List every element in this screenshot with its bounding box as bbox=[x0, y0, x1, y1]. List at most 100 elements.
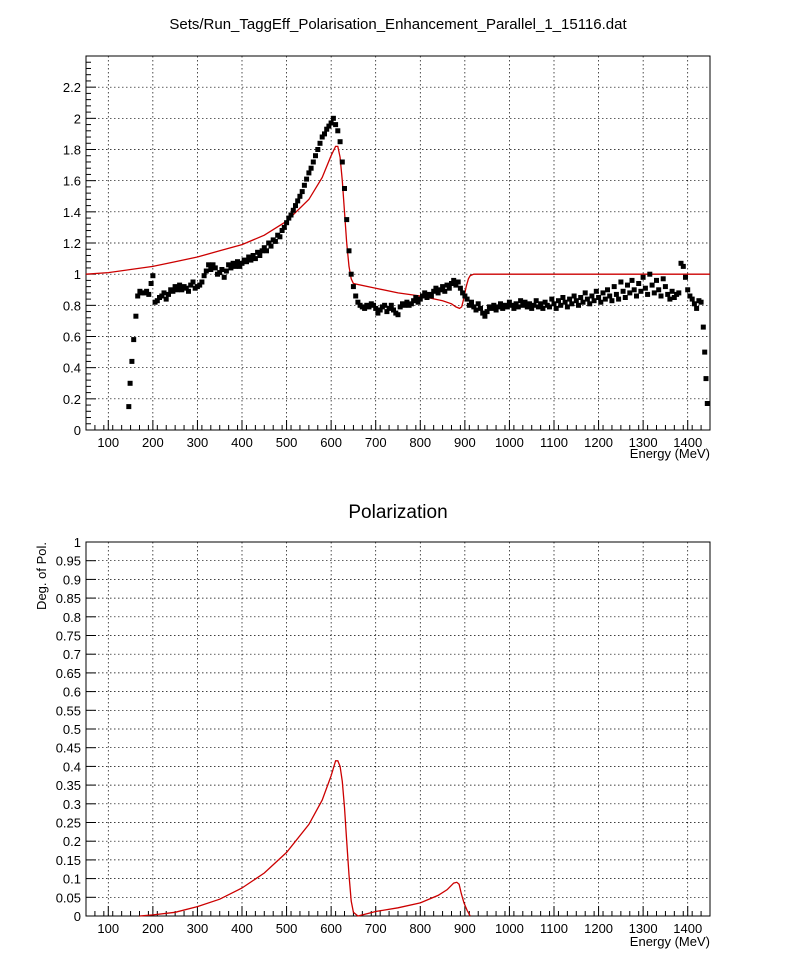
enhancement-data-point bbox=[244, 259, 249, 265]
enhancement-data-point bbox=[319, 134, 325, 140]
enhancement-data-point bbox=[133, 313, 139, 319]
enhancement-data-point bbox=[687, 293, 693, 299]
enhancement-data-point bbox=[471, 304, 477, 310]
polarization-y-tick-label: 0.55 bbox=[56, 703, 81, 718]
enhancement-data-point bbox=[500, 305, 506, 311]
enhancement-data-point bbox=[469, 299, 474, 305]
enhancement-data-point bbox=[567, 296, 573, 302]
enhancement-x-tick-label: 200 bbox=[142, 435, 164, 450]
enhancement-data-point bbox=[172, 284, 178, 290]
enhancement-data-point bbox=[344, 217, 350, 223]
enhancement-data-point bbox=[250, 253, 256, 258]
polarization-y-tick-label: 0.25 bbox=[56, 816, 81, 831]
enhancement-data-point bbox=[337, 139, 343, 145]
enhancement-data-point bbox=[333, 122, 339, 128]
enhancement-data-point bbox=[542, 299, 548, 305]
enhancement-y-tick-label: 1.2 bbox=[63, 236, 81, 251]
enhancement-data-point bbox=[647, 271, 653, 277]
polarization-y-tick-label: 0.5 bbox=[63, 722, 81, 737]
enhancement-data-point bbox=[640, 274, 646, 280]
enhancement-data-point bbox=[428, 293, 434, 299]
enhancement-data-point bbox=[522, 299, 528, 305]
enhancement-data-point bbox=[618, 279, 624, 285]
enhancement-data-point bbox=[642, 285, 648, 291]
enhancement-data-point bbox=[186, 288, 191, 294]
enhancement-x-tick-label: 100 bbox=[97, 435, 119, 450]
enhancement-data-point bbox=[584, 296, 590, 302]
polarization-y-tick-label: 0.85 bbox=[56, 591, 81, 606]
enhancement-data-point bbox=[161, 290, 167, 296]
enhancement-data-point bbox=[556, 298, 561, 304]
enhancement-data-point bbox=[290, 207, 296, 213]
enhancement-data-point bbox=[284, 220, 290, 226]
enhancement-data-point bbox=[527, 301, 532, 307]
enhancement-data-point bbox=[217, 270, 223, 276]
enhancement-data-point bbox=[578, 295, 584, 300]
enhancement-y-tick-label: 0.4 bbox=[63, 361, 81, 376]
enhancement-data-point bbox=[415, 299, 421, 305]
enhancement-data-point bbox=[371, 302, 376, 308]
enhancement-chart: Sets/Run_TaggEff_Polarisation_Enhancemen… bbox=[63, 16, 711, 461]
enhancement-data-point bbox=[676, 290, 682, 296]
enhancement-data-point bbox=[350, 284, 356, 290]
enhancement-x-tick-label: 1000 bbox=[495, 435, 524, 450]
enhancement-data-point bbox=[127, 380, 133, 386]
polarization-y-tick-label: 0.4 bbox=[63, 759, 81, 774]
enhancement-data-point bbox=[651, 290, 657, 296]
enhancement-data-point bbox=[440, 284, 446, 290]
enhancement-data-point bbox=[549, 296, 555, 302]
enhancement-data-point bbox=[417, 296, 423, 302]
enhancement-data-point bbox=[388, 302, 394, 308]
enhancement-data-point bbox=[662, 284, 668, 290]
enhancement-data-point bbox=[129, 358, 135, 364]
enhancement-data-point bbox=[261, 245, 267, 251]
polarization-y-tick-label: 0.7 bbox=[63, 647, 81, 662]
enhancement-data-point bbox=[694, 305, 700, 311]
enhancement-data-point bbox=[475, 301, 481, 307]
enhancement-data-point bbox=[520, 302, 526, 308]
polarization-x-tick-label: 1100 bbox=[540, 921, 568, 936]
polarization-x-tick-label: 900 bbox=[454, 921, 476, 936]
enhancement-data-point bbox=[704, 401, 710, 406]
enhancement-data-point bbox=[451, 277, 457, 283]
enhancement-data-point bbox=[700, 324, 706, 330]
enhancement-data-point bbox=[634, 293, 639, 299]
polarization-y-tick-label: 0.2 bbox=[63, 834, 81, 849]
enhancement-chart-ticks bbox=[85, 61, 711, 431]
enhancement-data-point bbox=[482, 313, 488, 319]
polarization-x-tick-label: 700 bbox=[365, 921, 387, 936]
polarization-y-tick-label: 0.9 bbox=[63, 572, 81, 587]
enhancement-x-tick-label: 1400 bbox=[673, 435, 702, 450]
enhancement-x-tick-label: 700 bbox=[365, 435, 387, 450]
enhancement-data-point bbox=[613, 291, 619, 297]
enhancement-data-point bbox=[598, 299, 604, 305]
enhancement-data-point bbox=[413, 295, 419, 300]
enhancement-data-point bbox=[589, 293, 595, 299]
enhancement-data-point bbox=[190, 279, 196, 285]
enhancement-data-point bbox=[667, 296, 673, 302]
enhancement-data-point bbox=[433, 285, 439, 291]
enhancement-data-point bbox=[424, 295, 430, 300]
enhancement-data-point bbox=[324, 126, 330, 132]
enhancement-data-point bbox=[232, 263, 238, 269]
enhancement-data-point bbox=[607, 293, 613, 299]
enhancement-data-point bbox=[166, 291, 171, 297]
enhancement-data-point bbox=[504, 304, 510, 310]
enhancement-data-point bbox=[402, 302, 408, 308]
enhancement-data-point bbox=[449, 281, 454, 286]
enhancement-y-tick-label: 0 bbox=[74, 423, 81, 438]
enhancement-data-point bbox=[698, 299, 704, 305]
enhancement-data-point bbox=[558, 302, 564, 308]
enhancement-data-point bbox=[462, 293, 468, 299]
enhancement-data-point bbox=[212, 265, 218, 271]
polarization-chart-grid bbox=[86, 542, 710, 916]
enhancement-data-point bbox=[538, 301, 544, 307]
enhancement-data-point bbox=[286, 215, 292, 221]
enhancement-data-point bbox=[268, 243, 274, 249]
polarization-chart-ticks bbox=[85, 541, 711, 917]
polarization-y-tick-label: 0 bbox=[74, 909, 81, 924]
enhancement-data-point bbox=[484, 309, 490, 315]
enhancement-data-point bbox=[455, 279, 461, 285]
enhancement-data-point bbox=[375, 310, 381, 316]
